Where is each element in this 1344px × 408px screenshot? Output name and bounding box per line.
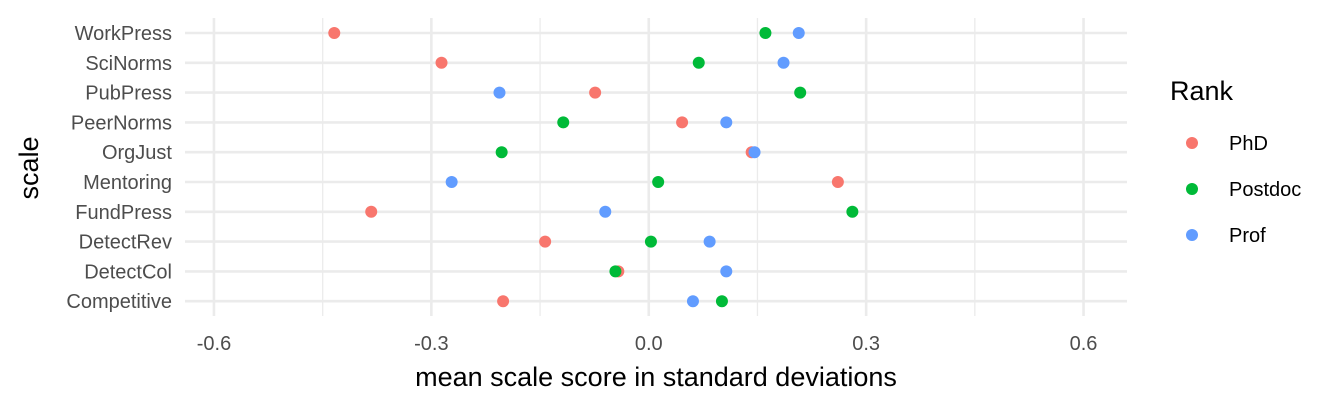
point-postdoc-detectrev xyxy=(644,235,657,248)
point-phd-fundpress xyxy=(365,205,378,218)
point-postdoc-detectcol xyxy=(609,265,622,278)
x-tick-label: -0.6 xyxy=(197,333,231,355)
point-prof-scinorms xyxy=(777,56,790,69)
point-postdoc-fundpress xyxy=(846,205,859,218)
y-tick-label: WorkPress xyxy=(75,23,172,45)
point-phd-peernorms xyxy=(676,116,689,129)
point-prof-detectrev xyxy=(703,235,716,248)
y-tick-label: DetectCol xyxy=(84,261,172,283)
grid xyxy=(185,18,1127,316)
y-tick-label: Competitive xyxy=(66,291,172,313)
legend-key-postdoc xyxy=(1186,183,1198,195)
y-tick-label: DetectRev xyxy=(79,232,172,254)
point-postdoc-orgjust xyxy=(495,146,508,159)
y-tick-label: PubPress xyxy=(85,83,172,105)
point-prof-fundpress xyxy=(599,205,612,218)
legend-label-postdoc: Postdoc xyxy=(1229,179,1301,201)
point-prof-orgjust xyxy=(748,146,761,159)
legend-key-prof xyxy=(1186,229,1198,241)
point-phd-mentoring xyxy=(831,176,844,188)
point-postdoc-mentoring xyxy=(652,176,665,188)
point-postdoc-scinorms xyxy=(692,56,705,69)
y-tick-label: OrgJust xyxy=(102,142,172,164)
point-postdoc-pubpress xyxy=(794,86,807,99)
point-prof-pubpress xyxy=(493,86,506,99)
y-tick-label: Mentoring xyxy=(83,172,172,194)
y-axis-title: scale xyxy=(14,136,44,199)
point-postdoc-competitive xyxy=(715,295,728,308)
x-tick-label: -0.3 xyxy=(414,333,448,355)
y-axis-ticks: WorkPress SciNorms PubPress PeerNorms OrgJus… xyxy=(66,23,172,313)
point-prof-peernorms xyxy=(720,116,733,129)
legend-label-phd: PhD xyxy=(1229,133,1268,155)
legend-key-phd xyxy=(1186,137,1198,149)
points xyxy=(328,27,859,308)
point-postdoc-workpress xyxy=(759,27,772,39)
point-phd-scinorms xyxy=(435,56,448,69)
x-axis-ticks: -0.6 -0.3 0.0 0.3 0.6 xyxy=(197,333,1098,355)
legend-label-prof: Prof xyxy=(1229,225,1266,247)
x-tick-label: 0.0 xyxy=(635,333,663,355)
y-tick-label: FundPress xyxy=(75,202,172,224)
legend: Rank PhD Postdoc Prof xyxy=(1170,76,1301,247)
x-tick-label: 0.3 xyxy=(852,333,880,355)
y-tick-label: PeerNorms xyxy=(71,112,172,134)
point-phd-workpress xyxy=(328,27,341,39)
point-prof-competitive xyxy=(686,295,699,308)
point-phd-competitive xyxy=(497,295,510,308)
point-prof-mentoring xyxy=(445,176,458,188)
x-tick-label: 0.6 xyxy=(1070,333,1098,355)
legend-items: PhD Postdoc Prof xyxy=(1186,133,1301,247)
point-prof-workpress xyxy=(792,27,805,39)
point-phd-detectrev xyxy=(539,235,552,248)
point-phd-pubpress xyxy=(589,86,602,99)
y-tick-label: SciNorms xyxy=(85,53,172,75)
point-postdoc-peernorms xyxy=(557,116,570,129)
legend-title: Rank xyxy=(1170,76,1234,106)
x-axis-title: mean scale score in standard deviations xyxy=(415,362,897,392)
point-prof-detectcol xyxy=(720,265,733,278)
